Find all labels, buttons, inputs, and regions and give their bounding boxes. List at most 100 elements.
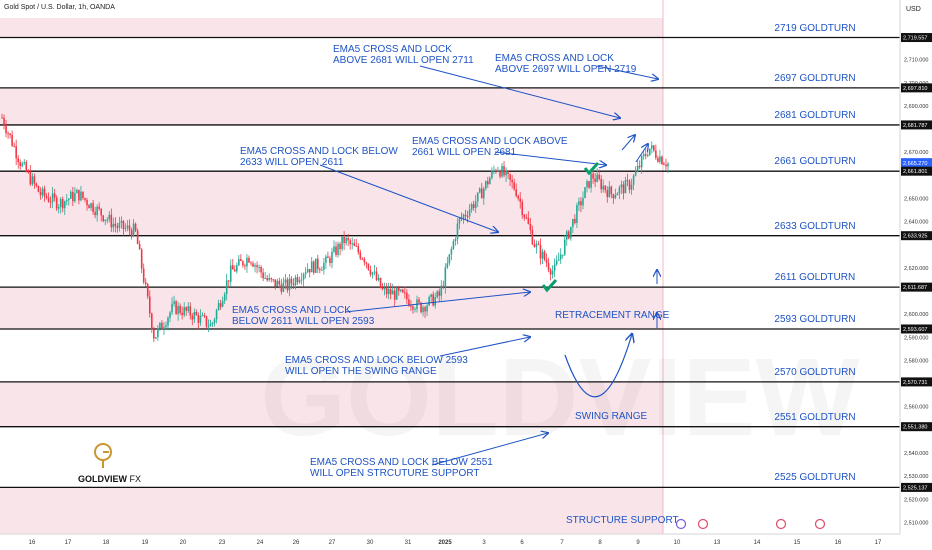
zone-band: [0, 87, 663, 125]
candle-body: [57, 206, 60, 209]
price-tick-label: 2,690.000: [904, 104, 928, 110]
candle-body: [531, 229, 534, 245]
price-tick-label: 2,510.000: [904, 520, 928, 526]
candle-body: [505, 170, 507, 176]
candle-body: [555, 260, 558, 265]
candle-body: [278, 280, 281, 285]
event-marker-icon[interactable]: [675, 518, 687, 530]
candle-body: [580, 201, 582, 206]
candle-body: [452, 241, 455, 249]
candle-body: [1, 117, 3, 119]
swing-curve-arrow: [564, 334, 632, 398]
zone-band: [0, 287, 663, 329]
candle-body: [501, 166, 503, 177]
candle-body: [472, 204, 475, 208]
candle-body: [456, 223, 459, 240]
price-tick-label: 2,593.607: [903, 327, 927, 333]
candle-body: [193, 312, 196, 320]
candle-body: [557, 259, 560, 261]
time-tick-label: 26: [293, 540, 300, 546]
candle-body: [74, 193, 76, 202]
candle-body: [608, 186, 611, 198]
candle-body: [215, 310, 218, 320]
candle-body: [72, 191, 74, 202]
candle-body: [337, 243, 339, 255]
candle-body: [549, 269, 552, 275]
candle-body: [628, 180, 631, 190]
candle-body: [236, 265, 238, 272]
candle-body: [418, 299, 420, 303]
candle-body: [256, 265, 258, 268]
event-marker-icon[interactable]: [814, 518, 826, 530]
candle-body: [298, 280, 301, 283]
candle-body: [49, 201, 52, 203]
candle-body: [223, 294, 226, 301]
level-lines: [0, 36, 900, 489]
time-tick-label: 24: [257, 540, 264, 546]
candle-body: [582, 198, 584, 206]
candle-body: [596, 174, 598, 182]
annotation-2661: EMA5 CROSS AND LOCK ABOVE 2661 WILL OPEN…: [412, 136, 568, 158]
time-tick-label: 20: [180, 540, 187, 546]
level-label: 2593 GOLDTURN: [774, 313, 856, 325]
logo-text: GOLDVIEW FX: [78, 474, 142, 484]
candle-body: [622, 184, 625, 194]
candle-body: [345, 237, 347, 244]
candle-body: [136, 230, 139, 245]
candle-body: [59, 199, 62, 207]
candle-body: [286, 279, 289, 291]
candle-body: [325, 256, 327, 263]
candle-body: [163, 327, 165, 330]
candle-body: [19, 162, 22, 167]
candle-body: [146, 284, 149, 297]
candle-body: [667, 163, 669, 167]
candle-body: [618, 187, 621, 194]
candle-body: [31, 176, 34, 185]
candle-body: [537, 243, 540, 245]
candle-body: [209, 323, 212, 327]
candle-body: [23, 162, 26, 164]
candle-body: [47, 197, 50, 202]
candle-body: [335, 246, 337, 255]
candle-body: [165, 325, 167, 328]
level-label: 2570 GOLDTURN: [774, 366, 856, 378]
time-tick-label: 17: [65, 540, 72, 546]
candle-body: [491, 170, 493, 178]
candle-body: [108, 214, 111, 220]
candle-body: [197, 315, 200, 323]
candle-body: [43, 188, 46, 197]
candle-body: [495, 170, 497, 172]
candle-body: [399, 289, 402, 292]
candle-body: [434, 297, 437, 306]
price-tick-label: 2,681.787: [903, 123, 927, 129]
candle-body: [314, 258, 317, 273]
candle-body: [70, 191, 72, 199]
candle-body: [351, 243, 354, 245]
event-marker-icon[interactable]: [697, 518, 709, 530]
annotation-arrow: [419, 65, 620, 118]
candle-body: [199, 315, 202, 323]
annotation-arrow: [431, 433, 548, 466]
event-marker-icon[interactable]: [775, 518, 787, 530]
candle-body: [355, 245, 358, 247]
candle-body: [424, 307, 426, 312]
candle-body: [626, 180, 629, 182]
candle-body: [27, 171, 30, 173]
candle-body: [387, 289, 390, 295]
candle-body: [84, 198, 86, 200]
candle-body: [578, 201, 580, 206]
price-tick-label: 2,570.731: [903, 380, 927, 386]
candle-body: [39, 191, 42, 196]
candle-body: [604, 185, 607, 191]
level-price-tag: [901, 231, 932, 241]
candle-body: [242, 261, 244, 266]
level-label: 2661 GOLDTURN: [774, 156, 856, 168]
candle-body: [327, 256, 329, 259]
candle-body: [464, 214, 467, 217]
price-tick-label: 2,710.000: [904, 58, 928, 64]
candle-body: [205, 316, 208, 327]
candle-body: [379, 277, 382, 288]
candle-body: [118, 223, 121, 228]
level-price-tag: [901, 282, 932, 292]
